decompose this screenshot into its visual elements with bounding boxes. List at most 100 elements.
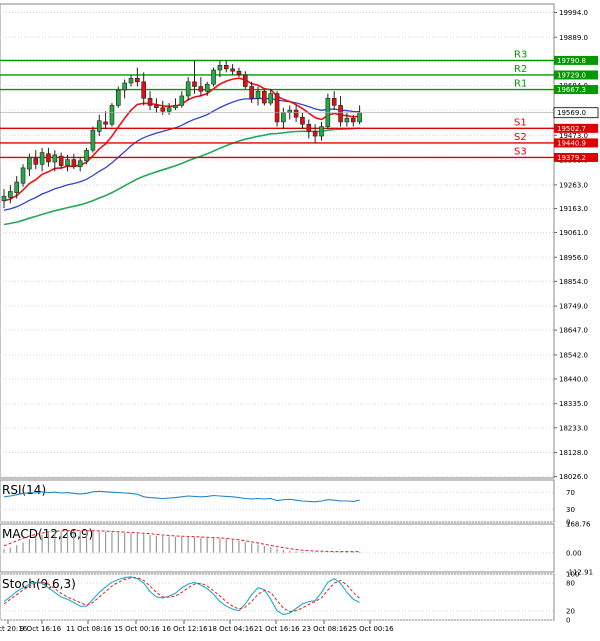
indicator-tick-label: -112.91	[566, 569, 593, 577]
level-name-s1: S1	[514, 117, 527, 128]
candle-body	[46, 153, 51, 163]
level-name-s3: S3	[514, 146, 527, 157]
candle-body	[293, 109, 299, 118]
time-tick-label: 18 Oct 04:16	[208, 625, 254, 633]
candle-body	[154, 105, 159, 109]
indicator-tick-label: 20	[566, 607, 575, 615]
ma-slow-line	[3, 127, 360, 226]
level-name-r2: R2	[514, 64, 527, 75]
ma-mid-line	[3, 97, 360, 211]
indicator-tick-label: 0.00	[566, 549, 582, 557]
level-price-tag	[554, 138, 598, 148]
candle-body	[281, 112, 286, 123]
candle-body	[27, 156, 32, 170]
price-tick-label: 18026.0	[559, 473, 588, 481]
price-tick-label: 18128.0	[559, 449, 588, 457]
stoch-d-line	[3, 577, 360, 613]
candle-body	[103, 121, 108, 125]
price-tick-label: 18854.0	[559, 278, 588, 286]
price-tick-label: 19994.0	[559, 9, 588, 17]
price-tick-label: 19163.0	[559, 205, 588, 213]
level-name-r3: R3	[514, 49, 527, 60]
candle-body	[255, 90, 261, 99]
candle-body	[1, 195, 7, 201]
candle-body	[192, 81, 197, 87]
candle-body	[8, 191, 13, 198]
indicator-tick-label: 0	[566, 617, 570, 625]
candle-body	[357, 112, 362, 123]
time-tick-label: 16 Oct 12:16	[162, 625, 208, 633]
price-tick-label: 19473.0	[559, 132, 588, 140]
candle-body	[52, 154, 58, 163]
candle-body	[230, 68, 235, 72]
candle-body	[312, 131, 318, 137]
candle-body	[58, 155, 64, 166]
level-price-label: 19729.0	[557, 71, 586, 79]
candle-body	[71, 159, 77, 168]
current-price-tag	[553, 107, 599, 119]
candle-body	[20, 167, 26, 184]
candle-body	[249, 86, 254, 99]
price-tick-label: 18647.0	[559, 327, 588, 335]
level-price-tag	[554, 123, 598, 133]
level-price-label: 19790.8	[557, 57, 586, 65]
indicator-tick-label: 70	[566, 489, 575, 497]
candle-body	[211, 69, 216, 85]
level-name-s2: S2	[514, 132, 527, 143]
candle-body	[198, 86, 204, 92]
price-tick-label: 19263.0	[559, 181, 588, 189]
candle-body	[179, 95, 185, 106]
candle-body	[173, 105, 178, 109]
candle-body	[268, 93, 274, 104]
current-price-label: 19569.0	[557, 109, 586, 117]
candle-body	[33, 158, 39, 165]
candle-body	[185, 81, 191, 97]
level-price-label: 19379.2	[557, 154, 586, 162]
price-tick-label: 18440.0	[559, 375, 588, 383]
time-tick-label: 9 Oct 16:16	[20, 625, 62, 633]
level-price-label: 19502.7	[557, 125, 586, 133]
candle-body	[77, 160, 83, 168]
indicator-title: Stoch(9,6,3)	[2, 577, 76, 591]
price-tick-label: 18749.0	[559, 303, 588, 311]
price-tick-label: 18956.0	[559, 254, 588, 262]
rsi-line	[3, 490, 360, 503]
candle-body	[331, 98, 337, 106]
main-price-panel: 19994.019889.019786.019684.019581.019473…	[0, 3, 599, 481]
indicator-tick-label: 168.76	[566, 521, 591, 529]
level-price-label: 19667.3	[557, 86, 586, 94]
price-tick-label: 18542.0	[559, 351, 588, 359]
candle-body	[319, 126, 324, 137]
level-price-label: 19440.9	[557, 139, 586, 147]
indicator-tick-label: 30	[566, 506, 575, 514]
indicator-frame	[0, 573, 555, 621]
candle-body	[14, 181, 19, 193]
time-tick-label: 4 Oct 20:16	[0, 625, 28, 633]
candle-body	[128, 77, 134, 84]
level-name-r1: R1	[514, 79, 527, 90]
time-tick-label: 21 Oct 16:16	[254, 625, 300, 633]
stoch-k-line	[3, 576, 360, 616]
price-tick-label: 19889.0	[559, 34, 588, 42]
candle-body	[160, 107, 166, 112]
candle-body	[204, 83, 210, 92]
candle-body	[223, 65, 229, 70]
candle-body	[287, 109, 293, 113]
time-tick-label: 23 Oct 08:16	[302, 625, 348, 633]
indicator-tick-label: 80	[566, 580, 575, 588]
main-plot-frame	[0, 3, 555, 479]
indicator-tick-label: 0	[566, 519, 570, 527]
candle-body	[338, 105, 343, 123]
candle-body	[350, 118, 356, 123]
candle-body	[135, 77, 140, 83]
candle-body	[166, 107, 172, 112]
time-tick-label: 11 Oct 08:16	[66, 625, 112, 633]
candle-body	[109, 105, 115, 125]
candle-body	[306, 123, 312, 132]
candle-body	[84, 149, 89, 162]
candle-body	[96, 120, 102, 132]
indicator-tick-label: 100	[566, 571, 579, 579]
